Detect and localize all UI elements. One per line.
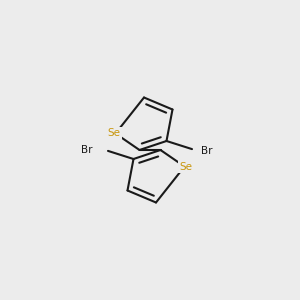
Text: Se: Se [107,128,121,139]
Text: Br: Br [201,146,212,156]
Text: Se: Se [179,161,193,172]
Text: Br: Br [82,145,93,155]
